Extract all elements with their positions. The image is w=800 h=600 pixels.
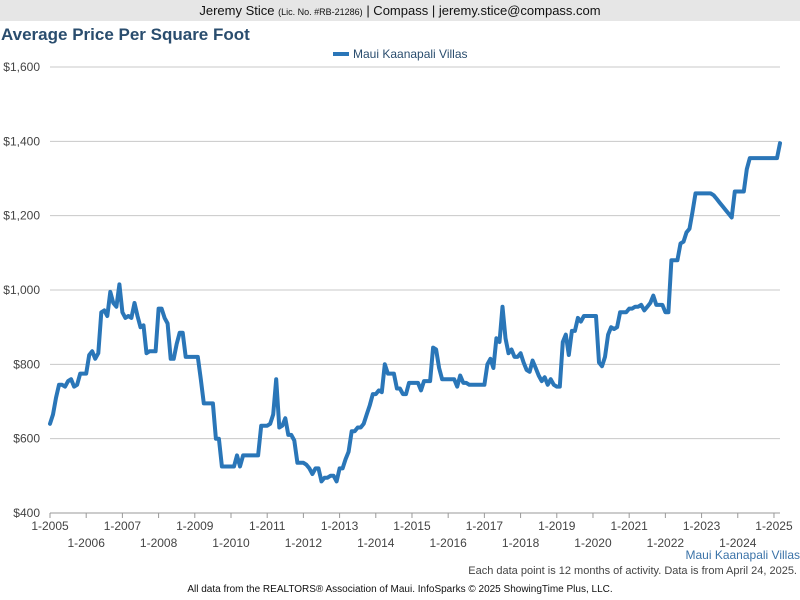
y-tick-label: $1,000	[3, 283, 40, 297]
x-tick-label: 1-2020	[574, 536, 612, 550]
x-tick-label: 1-2008	[140, 536, 178, 550]
series-caption: Maui Kaanapali Villas	[685, 548, 800, 562]
x-tick-label: 1-2007	[104, 519, 142, 533]
agent-email[interactable]: jeremy.stice@compass.com	[438, 3, 601, 18]
x-tick-label: 1-2013	[321, 519, 359, 533]
x-tick-label: 1-2016	[429, 536, 467, 550]
x-tick-label: 1-2010	[212, 536, 250, 550]
x-tick-label: 1-2025	[755, 519, 793, 533]
y-tick-label: $1,600	[3, 60, 40, 74]
y-tick-label: $400	[13, 506, 40, 520]
y-tick-label: $600	[13, 432, 40, 446]
x-tick-label: 1-2005	[31, 519, 69, 533]
data-note: Each data point is 12 months of activity…	[468, 565, 797, 577]
agent-name: Jeremy Stice	[199, 3, 275, 18]
x-tick-label: 1-2018	[502, 536, 540, 550]
x-tick-label: 1-2024	[719, 536, 757, 550]
y-tick-label: $1,200	[3, 209, 40, 223]
x-tick-label: 1-2011	[249, 519, 286, 533]
x-tick-label: 1-2023	[683, 519, 721, 533]
source-footer: All data from the REALTORS® Association …	[187, 584, 613, 595]
y-tick-label: $1,400	[3, 134, 40, 148]
agent-license: (Lic. No. #RB-21286)	[278, 7, 363, 17]
y-tick-label: $800	[13, 357, 40, 371]
x-tick-label: 1-2017	[466, 519, 504, 533]
series-line	[48, 141, 782, 484]
agent-header-bar: Jeremy Stice (Lic. No. #RB-21286) | Comp…	[0, 0, 800, 21]
legend-label: Maui Kaanapali Villas	[353, 47, 468, 61]
x-tick-label: 1-2012	[285, 536, 323, 550]
x-tick-label: 1-2019	[538, 519, 576, 533]
x-tick-label: 1-2006	[68, 536, 106, 550]
x-tick-label: 1-2014	[357, 536, 395, 550]
brokerage: | Compass |	[366, 3, 436, 18]
x-tick-label: 1-2015	[393, 519, 431, 533]
x-tick-label: 1-2009	[176, 519, 214, 533]
x-tick-label: 1-2021	[610, 519, 648, 533]
x-tick-label: 1-2022	[647, 536, 685, 550]
chart-title: Average Price Per Square Foot	[1, 25, 250, 44]
